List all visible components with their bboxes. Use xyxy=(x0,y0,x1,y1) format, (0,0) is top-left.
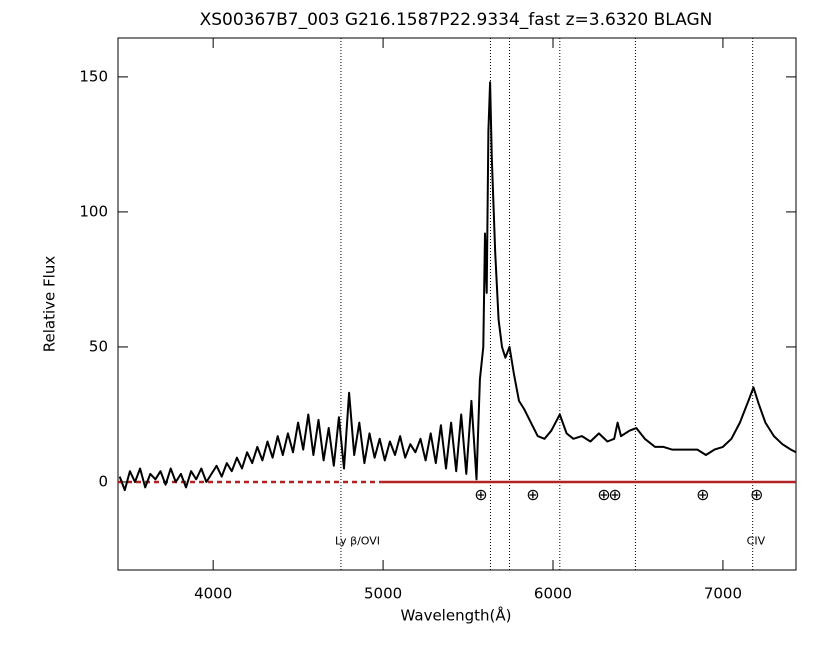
y-tick-label: 100 xyxy=(79,202,108,220)
telluric-symbol: ⊕ xyxy=(696,485,709,504)
telluric-symbol: ⊕ xyxy=(597,485,610,504)
x-tick-label: 6000 xyxy=(534,585,572,603)
plot-frame xyxy=(117,37,797,571)
x-tick-label: 5000 xyxy=(364,585,402,603)
telluric-symbol: ⊕ xyxy=(526,485,539,504)
line-label: CIV xyxy=(747,534,766,547)
telluric-symbol: ⊕ xyxy=(608,485,621,504)
x-axis-label: Wavelength(Å) xyxy=(401,606,512,625)
chart-title: XS00367B7_003 G216.1587P22.9334_fast z=3… xyxy=(200,10,713,30)
y-tick-label: 0 xyxy=(98,472,108,490)
telluric-symbol: ⊕ xyxy=(474,485,487,504)
x-tick-label: 7000 xyxy=(704,585,742,603)
y-axis-label: Relative Flux xyxy=(41,256,59,353)
x-tick-label: 4000 xyxy=(194,585,232,603)
telluric-symbol: ⊕ xyxy=(750,485,763,504)
line-label: Ly β/OVI xyxy=(335,534,380,547)
y-tick-label: 150 xyxy=(79,67,108,85)
y-tick-label: 50 xyxy=(89,337,108,355)
spectrum-line xyxy=(118,81,797,492)
